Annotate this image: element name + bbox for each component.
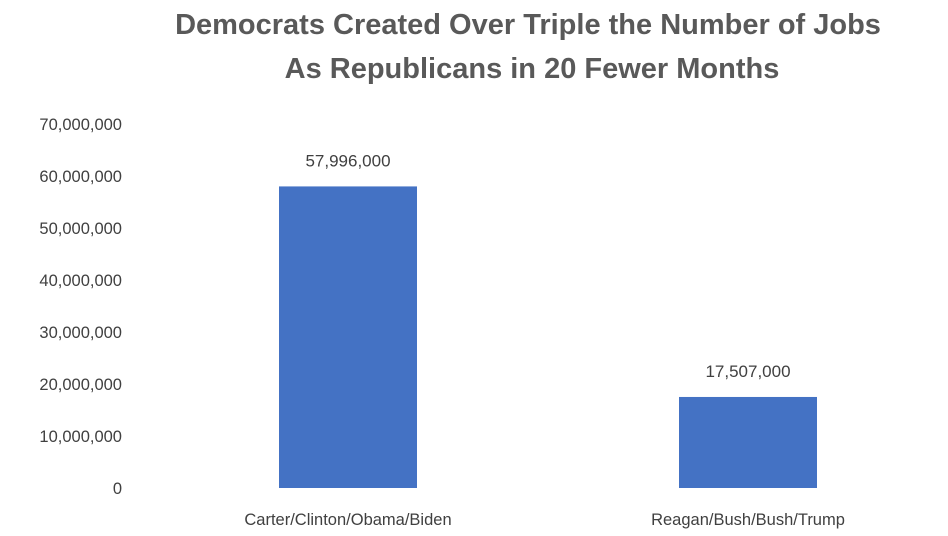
y-tick-label: 20,000,000 bbox=[39, 376, 122, 394]
y-tick-label: 60,000,000 bbox=[39, 168, 122, 186]
y-tick-label: 70,000,000 bbox=[39, 116, 122, 134]
bars bbox=[279, 186, 817, 488]
y-tick-label: 30,000,000 bbox=[39, 324, 122, 342]
y-tick-label: 50,000,000 bbox=[39, 220, 122, 238]
bar-data-label: 17,507,000 bbox=[705, 362, 790, 381]
y-tick-label: 10,000,000 bbox=[39, 428, 122, 446]
x-category-label: Reagan/Bush/Bush/Trump bbox=[651, 511, 845, 529]
y-axis: 0 10,000,000 20,000,000 30,000,000 40,000,00… bbox=[39, 116, 122, 498]
chart-title-line-2: As Republicans in 20 Fewer Months bbox=[285, 53, 780, 85]
bar bbox=[279, 186, 417, 488]
x-axis: Carter/Clinton/Obama/Biden Reagan/Bush/Bu… bbox=[244, 511, 845, 529]
y-tick-label: 0 bbox=[113, 480, 122, 498]
data-labels: 57,996,000 17,507,000 bbox=[305, 151, 790, 381]
bar-data-label: 57,996,000 bbox=[305, 151, 390, 170]
x-category-label: Carter/Clinton/Obama/Biden bbox=[244, 511, 451, 529]
bar bbox=[679, 396, 817, 488]
chart-title-line-1: Democrats Created Over Triple the Number… bbox=[175, 9, 881, 41]
y-tick-label: 40,000,000 bbox=[39, 272, 122, 290]
